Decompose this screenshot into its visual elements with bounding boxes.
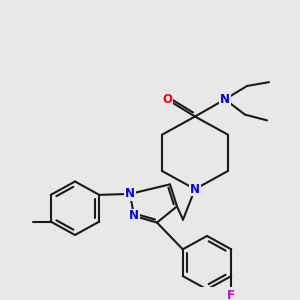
- Text: N: N: [220, 93, 230, 106]
- Text: N: N: [129, 209, 139, 222]
- Text: N: N: [125, 188, 135, 200]
- Text: N: N: [190, 183, 200, 196]
- Text: O: O: [162, 93, 172, 106]
- Text: F: F: [227, 289, 235, 300]
